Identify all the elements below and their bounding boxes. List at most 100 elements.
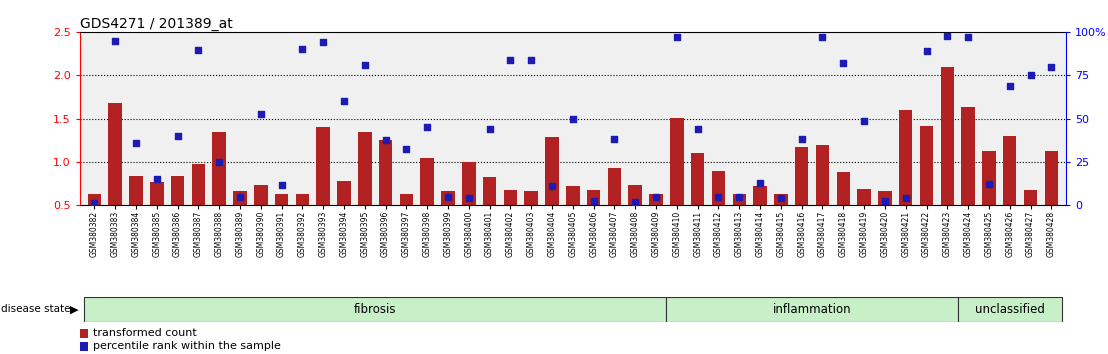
Bar	[566, 186, 579, 249]
Text: transformed count: transformed count	[93, 328, 197, 338]
Bar	[337, 181, 351, 249]
Bar	[1045, 151, 1058, 249]
Point	[127, 140, 145, 146]
Point	[1022, 73, 1039, 78]
Bar	[732, 194, 746, 249]
Bar	[607, 168, 622, 249]
Bar	[962, 107, 975, 249]
Point	[315, 39, 332, 45]
Bar	[80, 342, 88, 350]
Point	[793, 136, 811, 141]
Bar	[275, 194, 288, 249]
Point	[106, 38, 124, 44]
Bar	[150, 182, 164, 249]
Bar	[666, 297, 957, 322]
Point	[252, 112, 269, 117]
Point	[398, 146, 416, 152]
Bar	[88, 194, 101, 249]
Point	[439, 194, 456, 200]
Text: GDS4271 / 201389_at: GDS4271 / 201389_at	[80, 17, 233, 31]
Bar	[317, 127, 330, 249]
Bar	[711, 171, 726, 249]
Point	[168, 133, 186, 139]
Point	[981, 181, 998, 187]
Bar	[254, 184, 267, 249]
Point	[294, 46, 311, 52]
Bar	[774, 194, 788, 249]
Bar	[957, 297, 1061, 322]
Bar	[296, 194, 309, 249]
Bar	[879, 190, 892, 249]
Point	[85, 200, 103, 206]
Bar	[524, 190, 538, 249]
Bar	[982, 151, 996, 249]
Bar	[462, 162, 475, 249]
Point	[938, 33, 956, 39]
Point	[1001, 83, 1018, 88]
Point	[960, 34, 977, 40]
Bar	[504, 190, 517, 249]
Bar	[441, 190, 454, 249]
Bar	[858, 189, 871, 249]
Text: ▶: ▶	[70, 304, 79, 314]
Bar	[400, 194, 413, 249]
Bar	[837, 172, 850, 249]
Bar	[753, 186, 767, 249]
Point	[917, 48, 935, 54]
Point	[460, 195, 478, 200]
Bar	[1003, 136, 1016, 249]
Text: percentile rank within the sample: percentile rank within the sample	[93, 341, 281, 352]
Bar	[920, 126, 933, 249]
Bar	[213, 132, 226, 249]
Bar	[587, 190, 601, 249]
Point	[855, 118, 873, 124]
Text: disease state: disease state	[1, 304, 71, 314]
Bar	[815, 145, 829, 249]
Point	[522, 58, 540, 63]
Point	[189, 47, 207, 53]
Point	[772, 195, 790, 201]
Bar	[192, 164, 205, 249]
Point	[896, 195, 914, 201]
Point	[668, 34, 686, 40]
Point	[834, 60, 852, 66]
Point	[356, 62, 373, 68]
Point	[147, 176, 165, 182]
Point	[876, 198, 894, 204]
Bar	[379, 140, 392, 249]
Text: fibrosis: fibrosis	[353, 303, 397, 316]
Bar	[420, 158, 434, 249]
Bar	[80, 329, 88, 338]
Bar	[649, 194, 663, 249]
Point	[377, 137, 394, 143]
Bar	[130, 176, 143, 249]
Bar	[1024, 190, 1037, 249]
Bar	[84, 297, 666, 322]
Bar	[483, 177, 496, 249]
Bar	[171, 176, 184, 249]
Bar	[691, 153, 705, 249]
Text: unclassified: unclassified	[975, 303, 1045, 316]
Point	[647, 194, 665, 200]
Point	[689, 126, 707, 132]
Point	[626, 199, 644, 205]
Point	[564, 116, 582, 121]
Point	[813, 34, 831, 40]
Point	[606, 137, 624, 142]
Bar	[794, 147, 809, 249]
Bar	[109, 103, 122, 249]
Point	[335, 98, 352, 104]
Point	[1043, 64, 1060, 69]
Bar	[941, 67, 954, 249]
Point	[730, 194, 748, 200]
Bar	[545, 137, 558, 249]
Bar	[628, 185, 642, 249]
Point	[543, 183, 561, 189]
Point	[481, 126, 499, 132]
Point	[585, 198, 603, 204]
Bar	[358, 132, 371, 249]
Point	[211, 159, 228, 165]
Bar	[670, 118, 684, 249]
Text: inflammation: inflammation	[772, 303, 851, 316]
Point	[273, 183, 290, 188]
